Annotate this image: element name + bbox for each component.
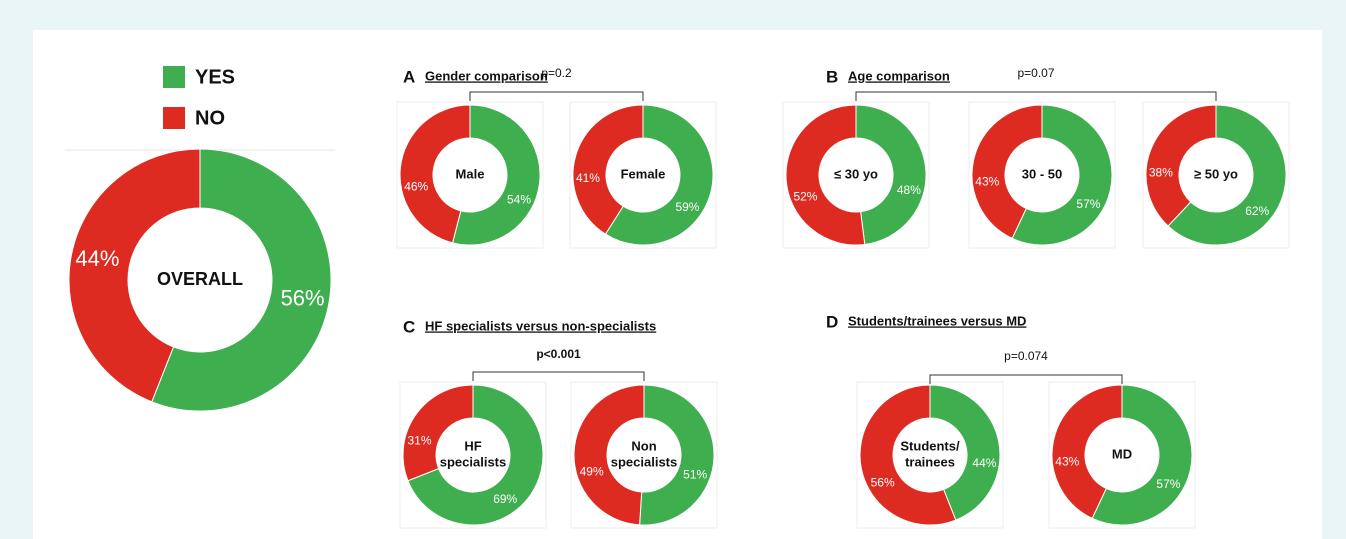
center-label: 30 - 50 <box>1022 166 1062 181</box>
center-label: specialists <box>611 454 678 469</box>
chart-frame <box>569 101 717 249</box>
donut-segment <box>68 148 201 403</box>
p-value: p=0.07 <box>1017 66 1054 80</box>
p-value: p<0.001 <box>536 347 581 361</box>
chart-frame <box>1142 101 1290 249</box>
p-value: p=0.074 <box>1004 349 1048 363</box>
donut-segment <box>785 104 866 246</box>
donut-segment <box>572 104 644 235</box>
value-label: 43% <box>1055 454 1079 468</box>
donut-segment <box>1145 104 1217 227</box>
bracket <box>855 91 1217 101</box>
chart-frame <box>968 101 1116 249</box>
value-label: 56% <box>281 285 325 310</box>
panel-title: HF specialists versus non-specialists <box>425 318 656 333</box>
center-label: trainees <box>905 454 955 469</box>
donut-segment <box>1167 104 1287 246</box>
panel-letter: A <box>403 67 415 86</box>
donut-segment <box>855 104 927 246</box>
donut-segment <box>859 384 957 526</box>
value-label: 41% <box>576 171 600 185</box>
donut-segment <box>151 148 332 412</box>
panel-title: Age comparison <box>848 68 950 83</box>
value-label: 54% <box>507 192 531 206</box>
donut-segment <box>573 384 645 526</box>
bracket <box>469 91 644 101</box>
donut-segment <box>929 384 1001 521</box>
center-label: MD <box>1112 446 1132 461</box>
value-label: 57% <box>1156 477 1180 491</box>
panel-title: Students/trainees versus MD <box>848 313 1026 328</box>
legend-swatch <box>163 107 185 129</box>
center-label: ≤ 30 yo <box>834 166 878 181</box>
donut-segment <box>399 104 471 244</box>
donut-segment <box>1051 384 1123 520</box>
value-label: 69% <box>493 492 517 506</box>
value-label: 48% <box>897 183 921 197</box>
bracket <box>929 374 1123 384</box>
value-label: 57% <box>1076 197 1100 211</box>
value-label: 51% <box>683 468 707 482</box>
donut-segment <box>639 384 715 526</box>
value-label: 49% <box>580 464 604 478</box>
legend-label: YES <box>195 66 235 88</box>
center-label: HF <box>464 438 481 453</box>
panel-letter: D <box>826 312 838 331</box>
value-label: 46% <box>404 179 428 193</box>
center-label: Female <box>621 166 666 181</box>
p-value: p=0.2 <box>541 66 572 80</box>
chart-frame <box>396 101 544 249</box>
chart-frame <box>782 101 930 249</box>
chart-frame <box>399 381 547 529</box>
center-label: Male <box>456 166 485 181</box>
value-label: 44% <box>75 246 119 271</box>
value-label: 31% <box>408 434 432 448</box>
bracket <box>472 371 645 381</box>
donut-segment <box>407 384 544 526</box>
chart-frame <box>570 381 718 529</box>
center-label: Non <box>631 438 656 453</box>
value-label: 44% <box>972 456 996 470</box>
panel-letter: C <box>403 317 415 336</box>
value-label: 59% <box>675 200 699 214</box>
center-label: ≥ 50 yo <box>1194 166 1238 181</box>
donut-segment <box>1091 384 1193 526</box>
legend-swatch <box>163 66 185 88</box>
donut-segment <box>604 104 714 246</box>
value-label: 52% <box>793 189 817 203</box>
center-label: specialists <box>440 454 507 469</box>
value-label: 43% <box>975 174 999 188</box>
panel-letter: B <box>826 67 838 86</box>
donut-segment <box>451 104 541 246</box>
center-label: OVERALL <box>157 269 243 289</box>
legend-label: NO <box>195 107 225 129</box>
donut-segment <box>402 384 474 482</box>
donut-segment <box>1011 104 1113 246</box>
value-label: 38% <box>1149 166 1173 180</box>
center-label: Students/ <box>900 438 960 453</box>
value-label: 62% <box>1245 204 1269 218</box>
donut-segment <box>971 104 1043 240</box>
panel-title: Gender comparison <box>425 68 548 83</box>
value-label: 56% <box>871 475 895 489</box>
